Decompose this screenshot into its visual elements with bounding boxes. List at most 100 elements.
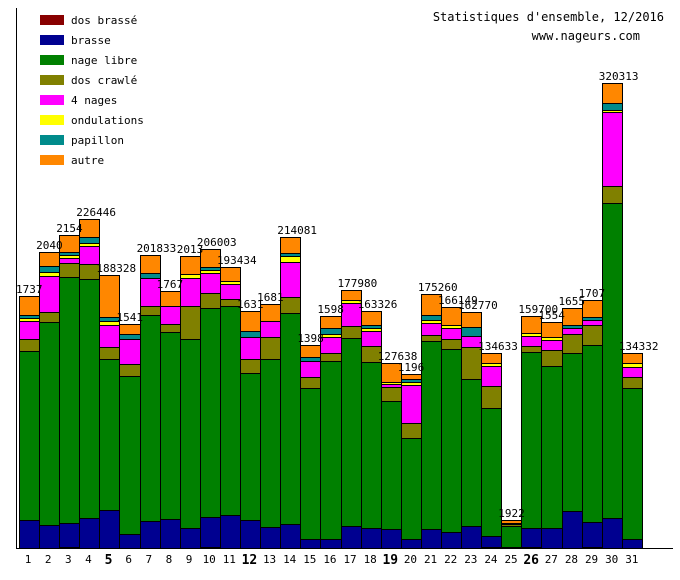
bar-segment-autre bbox=[240, 311, 262, 331]
bar-day-3: 2154 bbox=[56, 222, 83, 548]
bar-total-label: 1554 bbox=[538, 308, 565, 322]
bar-day-22: 166149 bbox=[438, 294, 478, 548]
legend-swatch bbox=[40, 115, 64, 125]
bar-segment-4-nages bbox=[199, 273, 221, 293]
legend: dos brassé brasse nage libre dos crawlé 4 na… bbox=[40, 10, 144, 170]
x-axis-label-14: 14 bbox=[283, 553, 297, 566]
legend-label: ondulations bbox=[71, 113, 144, 127]
legend-label: autre bbox=[71, 153, 105, 167]
bar-segment-nage-libre bbox=[521, 352, 543, 528]
bar-total-label: 1541 bbox=[116, 310, 143, 324]
bar-day-25: 1922 bbox=[498, 507, 525, 548]
legend-item: dos crawlé bbox=[40, 70, 144, 90]
bar-segment-nage-libre bbox=[79, 279, 101, 518]
bar-segment-4-nages bbox=[280, 262, 302, 297]
bar-day-27: 1554 bbox=[538, 309, 565, 548]
bar-total-label: 163326 bbox=[357, 297, 398, 311]
bar-segment-brasse bbox=[501, 547, 523, 548]
x-axis-label-13: 13 bbox=[262, 553, 277, 566]
bar-segment-nage-libre bbox=[320, 361, 342, 539]
bar-total-label: 214081 bbox=[277, 223, 317, 237]
bar-segment-autre bbox=[420, 294, 442, 315]
x-axis-label-26: 26 bbox=[523, 553, 540, 568]
bar-segment-brasse bbox=[19, 520, 41, 548]
bar-total-label: 2013 bbox=[176, 242, 204, 256]
bar-day-30: 320313 bbox=[599, 70, 638, 548]
bar-segment-4-nages bbox=[219, 284, 242, 299]
bar-segment-brasse bbox=[360, 528, 382, 548]
bar-total-label: 1767 bbox=[156, 277, 184, 291]
bar-day-24: 134633 bbox=[478, 340, 518, 548]
bar-day-17: 177980 bbox=[338, 277, 377, 548]
bar-segment-autre bbox=[380, 363, 402, 382]
bar-segment-nage-libre bbox=[39, 322, 61, 525]
bar-segment-dos-crawlé bbox=[440, 339, 463, 349]
bar-day-10: 206003 bbox=[197, 236, 237, 548]
x-axis-label-27: 27 bbox=[544, 553, 558, 566]
bar-day-9: 2013 bbox=[177, 243, 203, 548]
bar-segment-dos-crawlé bbox=[240, 359, 262, 373]
x-axis-label-17: 17 bbox=[343, 553, 357, 566]
bar-segment-dos-crawlé bbox=[260, 337, 282, 359]
x-axis-label-2: 2 bbox=[44, 553, 52, 566]
bar-segment-brasse bbox=[99, 510, 121, 548]
bar-segment-papillon bbox=[99, 317, 121, 321]
x-axis-labels: 1 2 3 4 5 6 7 8 9 10 11 12 13 14 15 16 17 18 19 20 21 22 23 24 2… bbox=[18, 554, 642, 567]
bar-segment-nage-libre bbox=[601, 203, 623, 518]
legend-label: nage libre bbox=[71, 53, 138, 67]
bar-segment-nage-libre bbox=[541, 366, 563, 528]
bar-total-label: 162770 bbox=[458, 298, 498, 312]
bar-segment-nage-libre bbox=[501, 526, 523, 547]
bar-segment-nage-libre bbox=[621, 388, 643, 539]
x-axis-label-6: 6 bbox=[125, 553, 132, 566]
bar-segment-nage-libre bbox=[260, 359, 282, 527]
bar-total-label: 127638 bbox=[377, 349, 418, 363]
x-axis-label-9: 9 bbox=[185, 553, 193, 566]
x-axis-label-16: 16 bbox=[323, 553, 337, 566]
bar-segment-brasse bbox=[541, 528, 563, 548]
bar-total-label: 1398 bbox=[297, 331, 324, 345]
bar-segment-dos-crawlé bbox=[79, 264, 101, 279]
x-axis-label-28: 28 bbox=[564, 553, 579, 566]
legend-swatch bbox=[40, 15, 64, 25]
bar-segment-dos-crawlé bbox=[481, 386, 503, 408]
bar-segment-nage-libre bbox=[119, 376, 141, 534]
bar-segment-nage-libre bbox=[481, 408, 503, 536]
bar-segment-brasse bbox=[59, 523, 81, 547]
bar-segment-nage-libre bbox=[561, 353, 583, 511]
bar-segment-brasse bbox=[260, 527, 282, 548]
legend-item: autre bbox=[40, 150, 144, 170]
bar-segment-dos-brassé bbox=[581, 547, 603, 548]
bar-segment-dos-crawlé bbox=[179, 306, 201, 339]
x-axis-label-11: 11 bbox=[222, 553, 236, 566]
x-axis-label-5: 5 bbox=[104, 553, 113, 568]
bar-segment-dos-crawlé bbox=[199, 293, 221, 308]
bar-segment-autre bbox=[320, 316, 342, 328]
bar-segment-dos-crawlé bbox=[99, 347, 121, 359]
bar-segment-nage-libre bbox=[19, 351, 41, 520]
bar-segment-ondulations bbox=[79, 243, 101, 246]
bar-segment-dos-brassé bbox=[59, 547, 81, 548]
bar-day-29: 1707 bbox=[579, 287, 605, 548]
bar-segment-autre bbox=[39, 252, 61, 266]
legend-label: dos crawlé bbox=[71, 73, 138, 87]
bar-segment-dos-crawlé bbox=[380, 387, 402, 401]
legend-label: brasse bbox=[71, 33, 111, 47]
bar-total-label: 175260 bbox=[417, 280, 458, 294]
bar-segment-nage-libre bbox=[440, 349, 463, 532]
bar-total-label: 159700 bbox=[518, 302, 559, 316]
x-axis-label-29: 29 bbox=[584, 553, 599, 566]
bar-total-label: 226446 bbox=[76, 205, 117, 219]
bar-segment-4-nages bbox=[260, 321, 282, 337]
stacked-bar-chart: 1737 2040 2154 226446 188328 1541 201833 1767 20… bbox=[16, 8, 673, 549]
bar-segment-4-nages bbox=[601, 112, 623, 186]
x-axis-label-18: 18 bbox=[363, 553, 377, 566]
bar-total-label: 1598 bbox=[317, 302, 344, 316]
bar-segment-nage-libre bbox=[219, 306, 242, 515]
x-axis-label-12: 12 bbox=[241, 553, 258, 568]
bar-segment-papillon bbox=[360, 325, 382, 328]
x-axis-label-24: 24 bbox=[484, 553, 498, 566]
bar-segment-dos-crawlé bbox=[219, 299, 242, 306]
bar-segment-4-nages bbox=[521, 336, 543, 346]
x-axis-label-10: 10 bbox=[202, 553, 216, 566]
